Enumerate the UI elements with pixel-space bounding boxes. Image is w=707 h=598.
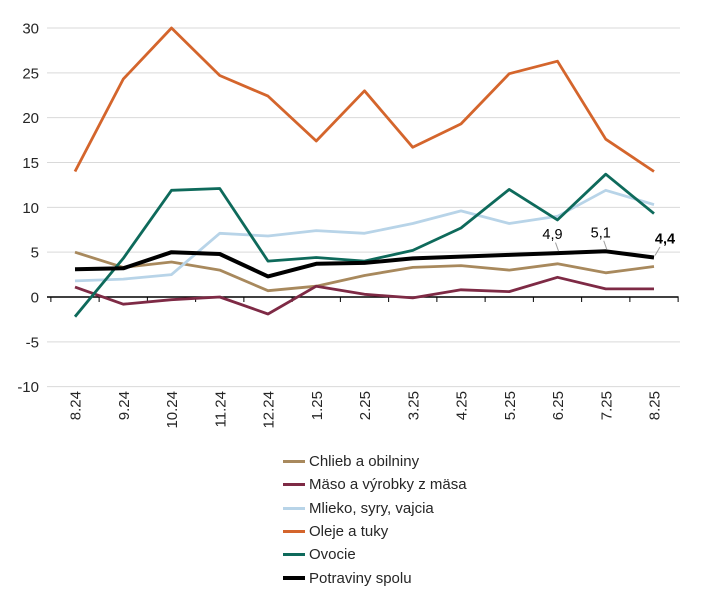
legend-label: Ovocie [309, 546, 356, 564]
y-axis-tick-label: 5 [31, 245, 39, 262]
y-axis-tick-label: 10 [22, 200, 39, 217]
legend-item-ovocie: Ovocie [283, 543, 467, 566]
data-label: 4,9 [542, 227, 562, 243]
legend-swatch-ovocie [283, 553, 305, 557]
series-line-mlieko-syry-vajcia [74, 188, 655, 283]
legend-item-oleje-a-tuky: Oleje a tuky [283, 520, 467, 543]
y-axis-tick-label: 0 [31, 290, 39, 307]
x-axis-tick-label: 9.24 [116, 391, 133, 420]
legend-swatch-mlieko-syry-vajcia [283, 506, 305, 510]
x-axis-tick-label: 1.25 [309, 391, 326, 420]
series-line-oleje-a-tuky [73, 26, 655, 173]
y-axis-tick-label: 30 [22, 20, 39, 37]
x-axis-tick-label: 6.25 [550, 391, 567, 420]
x-axis-tick-label: 5.25 [502, 391, 519, 420]
x-axis-tick-label: 2.25 [357, 391, 374, 420]
legend-item-chlieb-a-obilniny: Chlieb a obilniny [283, 450, 467, 473]
x-axis-tick-label: 8.25 [647, 391, 664, 420]
legend-label: Mlieko, syry, vajcia [309, 499, 434, 517]
y-axis-tick-label: 25 [22, 65, 39, 82]
legend-swatch-chlieb-a-obilniny [283, 460, 305, 464]
legend-swatch-oleje-a-tuky [283, 530, 305, 534]
data-label-leader [603, 240, 608, 250]
y-axis-tick-label: 15 [22, 155, 39, 172]
y-axis-tick-label: 20 [22, 110, 39, 127]
series-line-potraviny-spolu [74, 249, 655, 279]
legend-label: Oleje a tuky [309, 523, 389, 541]
legend-item-mlieko-syry-vajcia: Mlieko, syry, vajcia [283, 497, 467, 520]
legend-swatch-potraviny-spolu [283, 576, 305, 581]
x-axis-tick-label: 12.24 [261, 391, 278, 429]
series-line-maso-a-vyrobky-z-masa [74, 275, 654, 316]
data-label: 5,1 [591, 225, 611, 241]
legend-label: Mäso a výrobky z mäsa [309, 476, 467, 494]
chart-legend: Chlieb a obilniny Mäso a výrobky z mäsa Ml… [283, 450, 467, 590]
legend-item-potraviny-spolu: Potraviny spolu [283, 566, 467, 589]
y-axis-tick-label: -5 [26, 334, 39, 351]
x-axis-tick-label: 11.24 [212, 391, 229, 427]
legend-item-maso-a-vyrobky-z-masa: Mäso a výrobky z mäsa [283, 473, 467, 496]
x-axis-tick-label: 7.25 [598, 391, 615, 420]
series-line-chlieb-a-obilniny [74, 250, 655, 293]
legend-label: Potraviny spolu [309, 569, 412, 587]
y-axis-tick-label: -10 [17, 379, 39, 396]
data-label: 4,4 [655, 232, 675, 248]
x-axis-tick-label: 3.25 [405, 391, 422, 420]
x-axis-tick-label: 4.25 [454, 391, 471, 420]
legend-swatch-maso-a-vyrobky-z-masa [283, 483, 305, 487]
legend-label: Chlieb a obilniny [309, 453, 420, 471]
data-label-leader [654, 246, 661, 256]
data-label-leader [555, 242, 559, 252]
x-axis-tick-label: 10.24 [164, 391, 181, 429]
x-axis-tick-label: 8.24 [68, 391, 85, 420]
